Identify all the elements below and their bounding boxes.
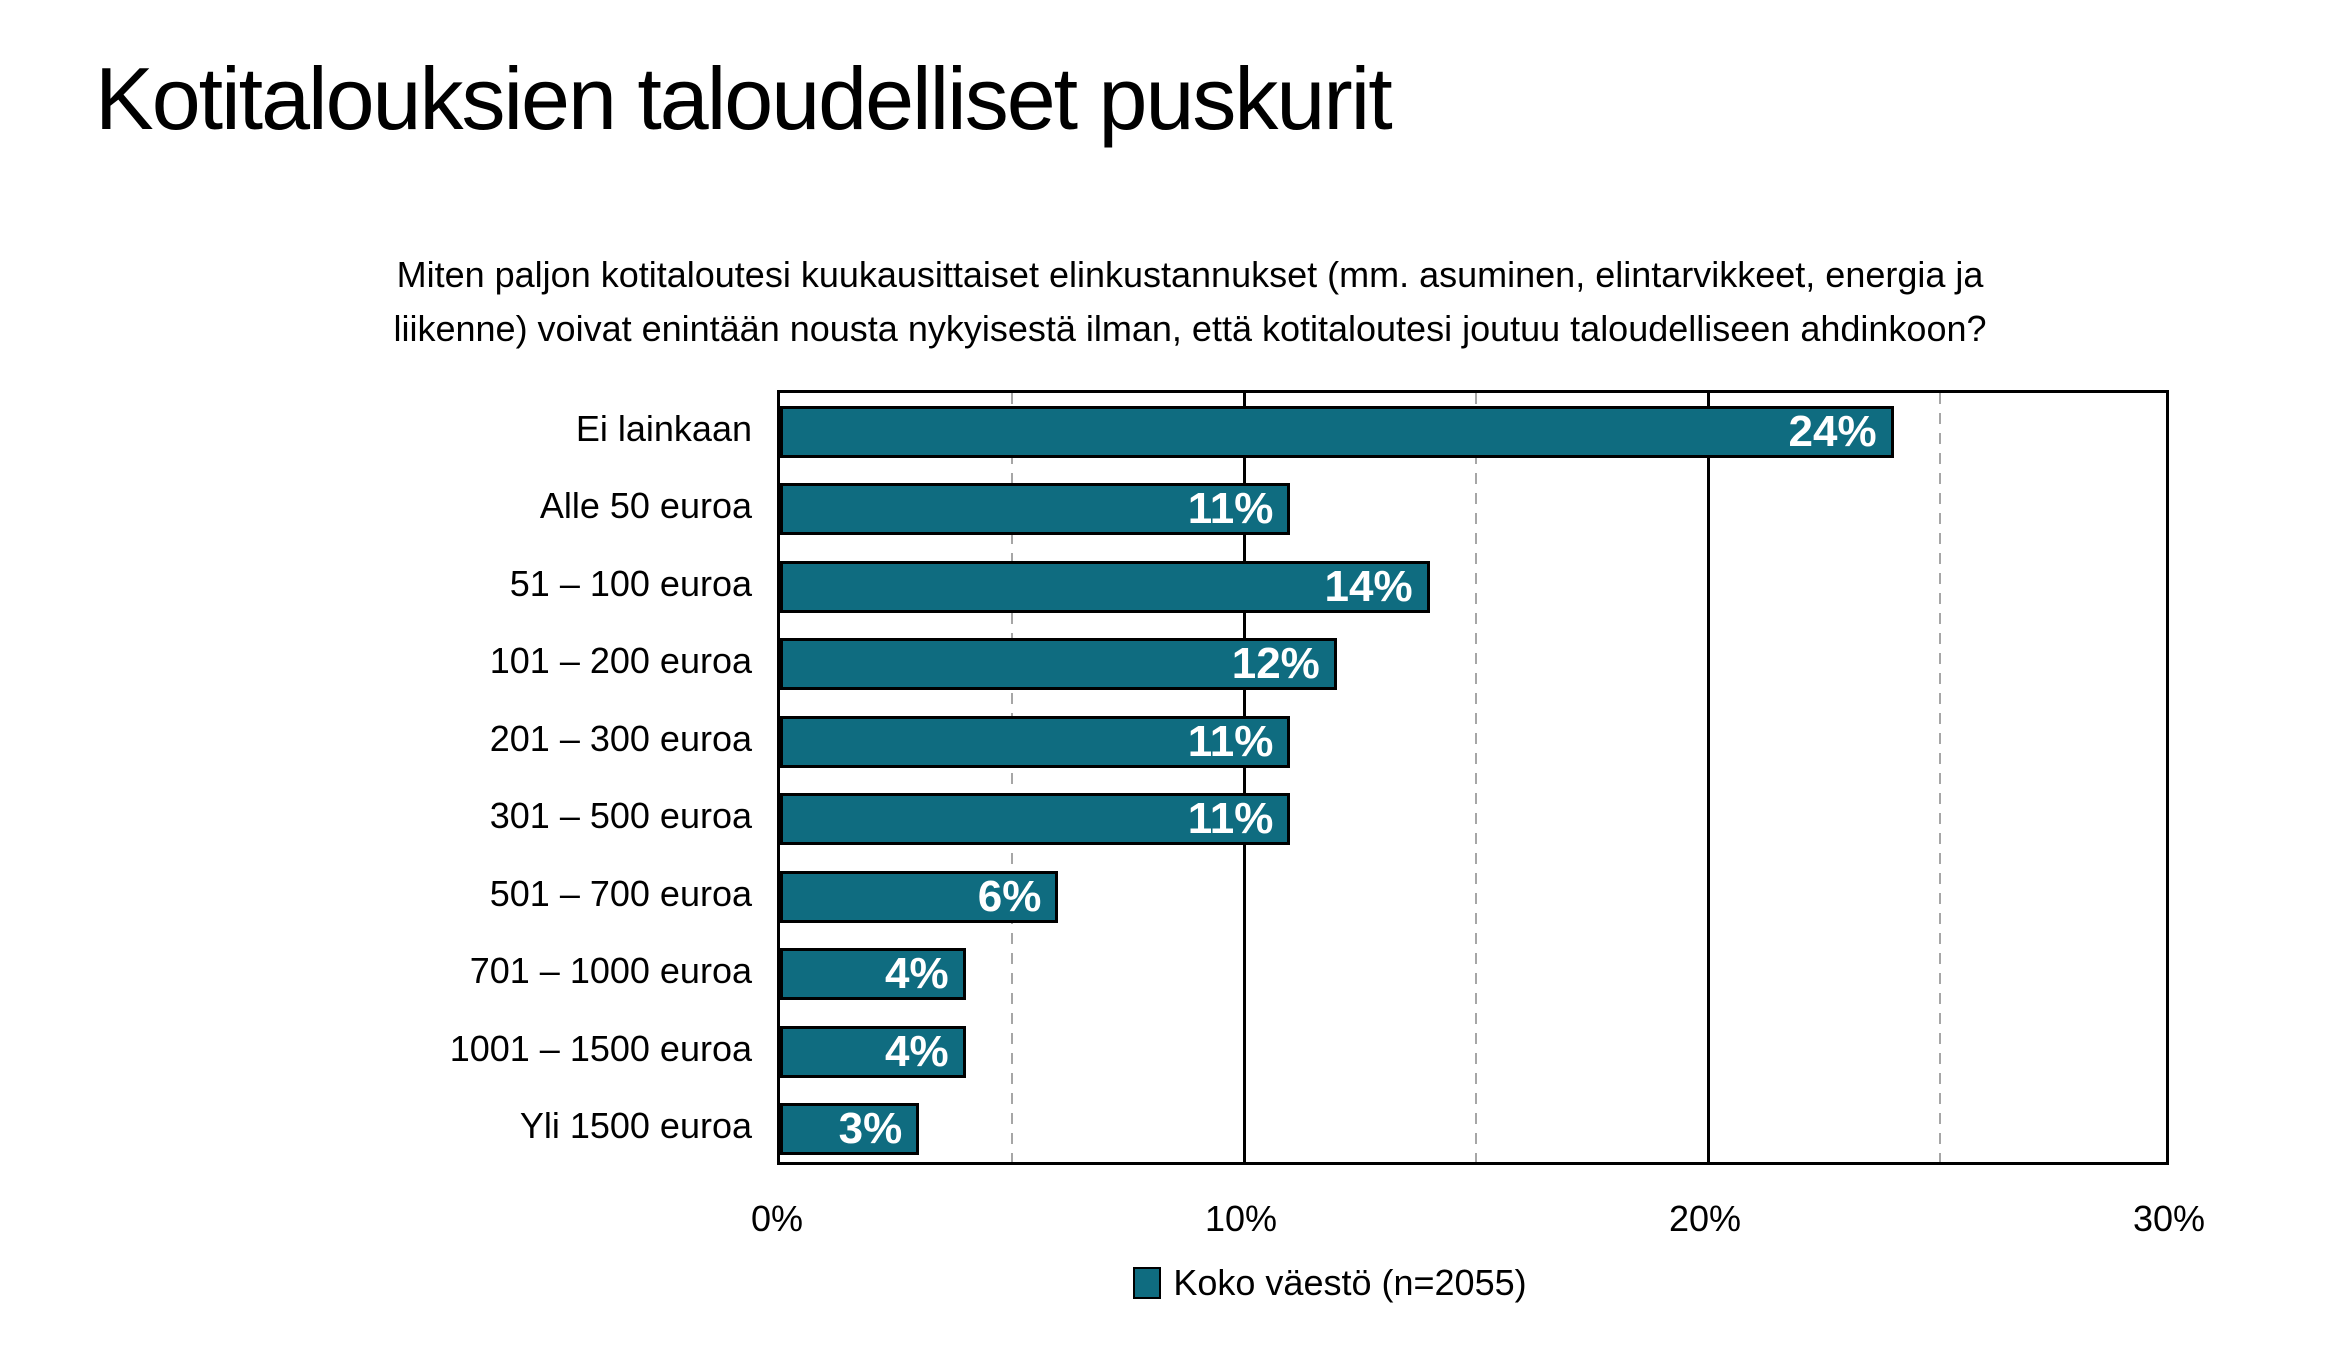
bar-value-label: 11% (1187, 794, 1274, 844)
legend: Koko väestö (n=2055) (480, 1262, 2180, 1304)
page-title: Kotitalouksien taloudelliset puskurit (95, 49, 1393, 148)
bar-value-label: 14% (1324, 561, 1413, 611)
bar-3: 14% (780, 560, 1430, 613)
major-gridline (1242, 393, 1246, 1162)
bar-5: 11% (780, 715, 1291, 768)
bar-1: 24% (780, 405, 1894, 458)
x-axis: 0% 10% 20% 30% (0, 1198, 2327, 1248)
x-axis-tick-label: 20% (1668, 1198, 1742, 1239)
x-axis-tick-label: 30% (2132, 1198, 2206, 1239)
bar-6: 11% (780, 793, 1291, 846)
minor-gridline (1939, 393, 1941, 1162)
bar-4: 12% (780, 638, 1337, 691)
x-axis-tick-label: 0% (750, 1198, 804, 1239)
category-label: 501 – 700 euroa (489, 872, 752, 914)
bar-value-label: 6% (977, 871, 1042, 921)
bar-value-label: 3% (838, 1104, 903, 1154)
category-label: 51 – 100 euroa (509, 562, 752, 604)
category-label: Yli 1500 euroa (519, 1105, 752, 1147)
survey-question-line2: liikenne) voivat enintään nousta nykyise… (393, 308, 1987, 349)
legend-label: Koko väestö (n=2055) (1173, 1262, 1527, 1303)
bar-8: 4% (780, 948, 966, 1001)
category-label: 101 – 200 euroa (489, 640, 752, 682)
bar-value-label: 24% (1788, 406, 1877, 456)
survey-question: Miten paljon kotitaloutesi kuukausittais… (120, 248, 2260, 356)
bar-2: 11% (780, 483, 1291, 536)
bar-value-label: 4% (885, 949, 949, 999)
bar-9: 4% (780, 1025, 966, 1078)
minor-gridline (1475, 393, 1477, 1162)
bar-7: 6% (780, 870, 1059, 923)
bar-value-label: 12% (1231, 639, 1320, 689)
minor-gridline (1011, 393, 1013, 1162)
category-label: Ei lainkaan (575, 407, 752, 449)
major-gridline (1706, 393, 1710, 1162)
category-label: 701 – 1000 euroa (469, 950, 752, 992)
category-axis: Ei lainkaan Alle 50 euroa 51 – 100 euroa 10… (0, 390, 752, 1165)
category-label: Alle 50 euroa (539, 485, 752, 527)
x-axis-tick-label: 10% (1204, 1198, 1278, 1239)
bar-value-label: 11% (1187, 716, 1274, 766)
category-label: 301 – 500 euroa (489, 795, 752, 837)
bar-10: 3% (780, 1103, 920, 1156)
survey-question-line1: Miten paljon kotitaloutesi kuukausittais… (396, 254, 1984, 295)
plot-area: 24% 11% 14% 12% 11% 11% 6% 4% 4% 3% (777, 390, 2169, 1165)
legend-swatch-icon (1133, 1267, 1162, 1299)
category-label: 1001 – 1500 euroa (449, 1027, 752, 1069)
category-label: 201 – 300 euroa (489, 717, 752, 759)
bar-value-label: 4% (885, 1026, 949, 1076)
bar-value-label: 11% (1187, 484, 1274, 534)
